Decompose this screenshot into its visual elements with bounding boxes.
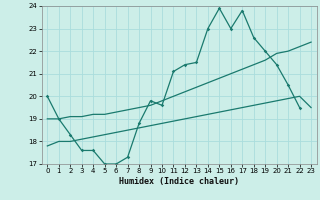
X-axis label: Humidex (Indice chaleur): Humidex (Indice chaleur) <box>119 177 239 186</box>
